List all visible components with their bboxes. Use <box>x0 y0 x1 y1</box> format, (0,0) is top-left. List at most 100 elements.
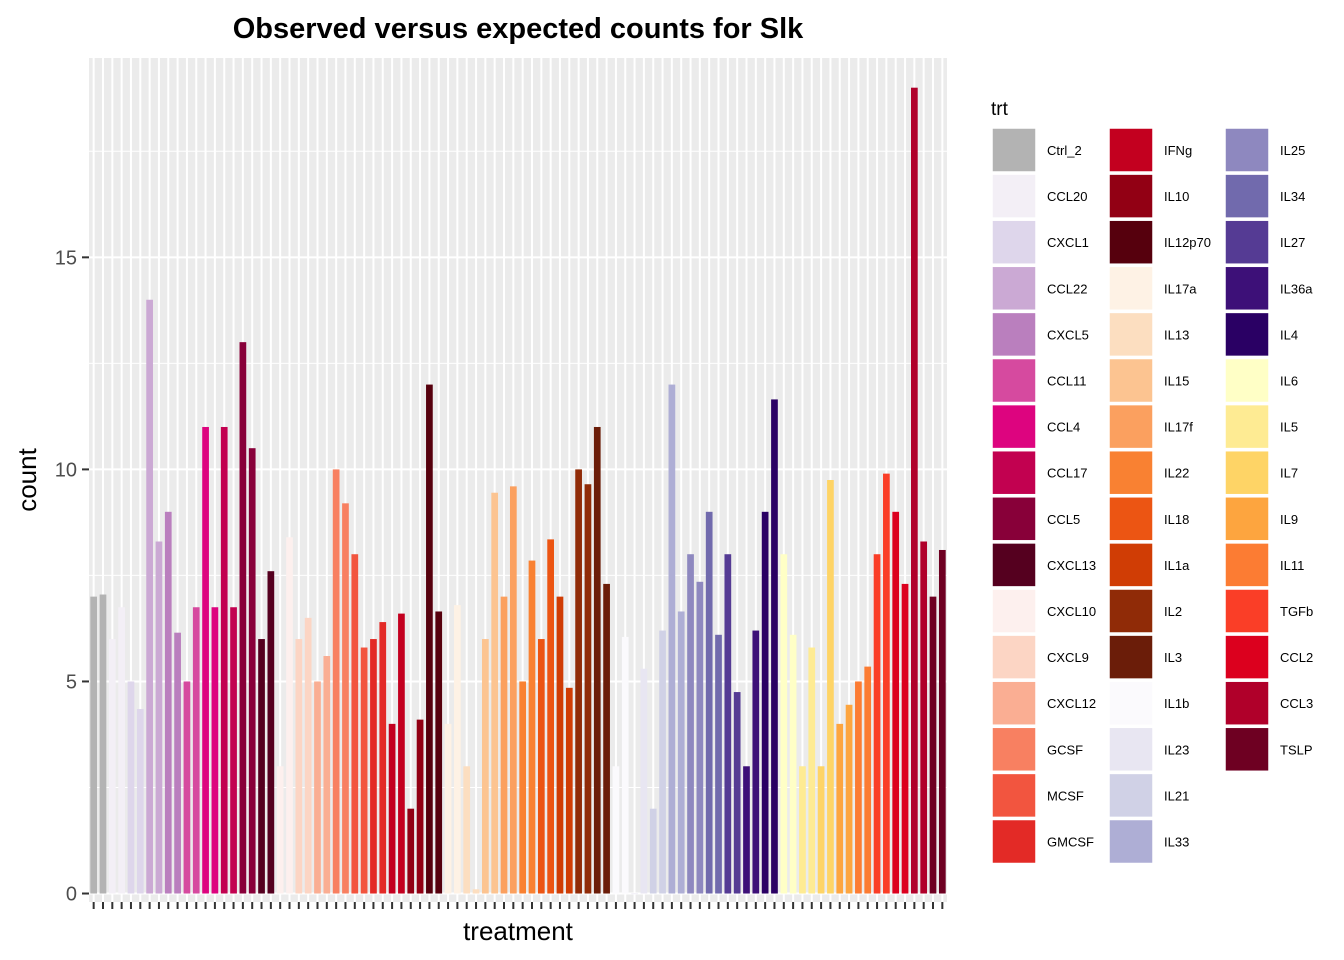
legend-key-il21 <box>1108 772 1154 819</box>
bar-il12p70 <box>435 611 443 894</box>
bar-il21 <box>659 630 666 894</box>
bar-ctrl_2 <box>90 596 98 894</box>
bar-cxcl5 <box>164 511 172 894</box>
legend-label-il9: IL9 <box>1280 512 1298 527</box>
axes: 0 5 10 15 <box>55 247 944 909</box>
legend-key-il22 <box>1108 449 1154 496</box>
legend-label-ccl22: CCL22 <box>1047 281 1087 296</box>
bar-ccl5 <box>239 342 247 894</box>
legend-key-il5 <box>1224 403 1270 450</box>
legend-label-il34: IL34 <box>1280 189 1305 204</box>
legend-label-ccl11: CCL11 <box>1047 374 1087 389</box>
bar-il7 <box>817 766 825 894</box>
bar-il9 <box>845 704 853 894</box>
bar-tslp <box>929 596 937 894</box>
bar-il6 <box>789 634 797 894</box>
bar-cxcl13 <box>258 639 265 894</box>
bar-cxcl12 <box>314 681 321 894</box>
legend-key-cxcl12 <box>991 680 1037 726</box>
bar-il2 <box>575 469 582 894</box>
legend-label-il25: IL25 <box>1280 143 1305 158</box>
legend-key-il34 <box>1224 173 1270 219</box>
legend-key-cxcl10 <box>991 588 1037 634</box>
legend-label-cxcl10: CXCL10 <box>1047 604 1096 619</box>
legend-label-ccl20: CCL20 <box>1047 189 1087 204</box>
bar-il17f <box>500 596 508 894</box>
legend-label-ccl2: CCL2 <box>1280 650 1313 665</box>
legend-key-il4 <box>1224 311 1270 358</box>
legend-label-tslp: TSLP <box>1280 742 1313 757</box>
legend-key-gmcsf <box>991 818 1037 865</box>
bar-il6 <box>780 554 788 894</box>
bar-gcsf <box>332 469 340 894</box>
legend-key-tgfb <box>1224 588 1270 634</box>
legend-label-il12p70: IL12p70 <box>1164 235 1211 250</box>
bar-il4 <box>771 399 778 894</box>
legend-label-il17a: IL17a <box>1164 281 1197 296</box>
legend-key-il15 <box>1108 357 1154 404</box>
bar-cxcl10 <box>286 537 293 894</box>
legend-key-il17f <box>1108 403 1154 450</box>
legend-key-il36a <box>1224 265 1270 312</box>
bar-il21 <box>649 808 657 894</box>
legend-key-il23 <box>1108 726 1154 773</box>
legend-label-il3: IL3 <box>1164 650 1182 665</box>
bar-il9 <box>836 723 844 894</box>
legend-label-ccl4: CCL4 <box>1047 420 1080 435</box>
y-tick-label: 15 <box>55 247 77 269</box>
legend-label-il2: IL2 <box>1164 604 1182 619</box>
bar-il11 <box>855 681 862 894</box>
legend-key-gcsf <box>991 726 1037 773</box>
bar-il22 <box>519 681 527 894</box>
legend-label-cxcl13: CXCL13 <box>1047 558 1096 573</box>
bar-ccl11 <box>192 607 200 894</box>
bar-il18 <box>537 639 545 894</box>
bar-il15 <box>482 639 489 894</box>
legend-key-il1b <box>1108 680 1154 726</box>
legend-key-ccl17 <box>991 449 1037 496</box>
y-tick-label: 0 <box>66 884 77 906</box>
bar-il7 <box>827 480 834 894</box>
legend-label-cxcl1: CXCL1 <box>1047 235 1089 250</box>
legend-label-cxcl5: CXCL5 <box>1047 327 1089 342</box>
legend-label-mcsf: MCSF <box>1047 788 1084 803</box>
legend: Ctrl_2 CCL20 CXCL1 CCL22 CXCL5 CCL11 CCL4 CCL17… <box>991 127 1313 865</box>
legend-key-ccl3 <box>1224 680 1270 726</box>
legend-label-cxcl12: CXCL12 <box>1047 696 1096 711</box>
legend-label-il13: IL13 <box>1164 327 1189 342</box>
bar-ccl4 <box>202 426 209 894</box>
legend-key-il9 <box>1224 496 1270 542</box>
bar-il36a <box>752 630 760 894</box>
legend-label-ctrl_2: Ctrl_2 <box>1047 143 1082 158</box>
bar-ifng <box>398 613 405 894</box>
bar-il33 <box>668 384 676 894</box>
legend-label-il22: IL22 <box>1164 466 1189 481</box>
x-axis-title: treatment <box>463 916 574 946</box>
bar-ctrl_2 <box>99 594 107 894</box>
y-tick-label: 5 <box>66 671 77 693</box>
bar-tgfb <box>883 473 890 894</box>
chart-title: Observed versus expected counts for Slk <box>233 13 804 45</box>
legend-key-cxcl5 <box>991 311 1037 358</box>
legend-label-il7: IL7 <box>1280 466 1298 481</box>
bar-il22 <box>528 560 536 894</box>
bar-tslp <box>938 549 946 894</box>
legend-key-ccl22 <box>991 265 1037 312</box>
bar-il11 <box>864 666 872 894</box>
legend-label-il4: IL4 <box>1280 327 1298 342</box>
legend-key-ccl20 <box>991 173 1037 219</box>
legend-key-il25 <box>1224 127 1270 173</box>
legend-label-il21: IL21 <box>1164 788 1189 803</box>
legend-key-ccl5 <box>991 496 1037 542</box>
bar-tgfb <box>873 554 881 894</box>
bar-ccl20 <box>108 639 116 894</box>
legend-label-ifng: IFNg <box>1164 143 1192 158</box>
legend-key-il3 <box>1108 634 1154 680</box>
bar-il17a <box>444 723 452 894</box>
bar-il1a <box>556 596 564 894</box>
bar-il12p70 <box>426 384 433 894</box>
legend-key-ccl2 <box>1224 634 1270 680</box>
bar-gmcsf <box>370 639 377 894</box>
legend-key-ifng <box>1108 127 1154 173</box>
